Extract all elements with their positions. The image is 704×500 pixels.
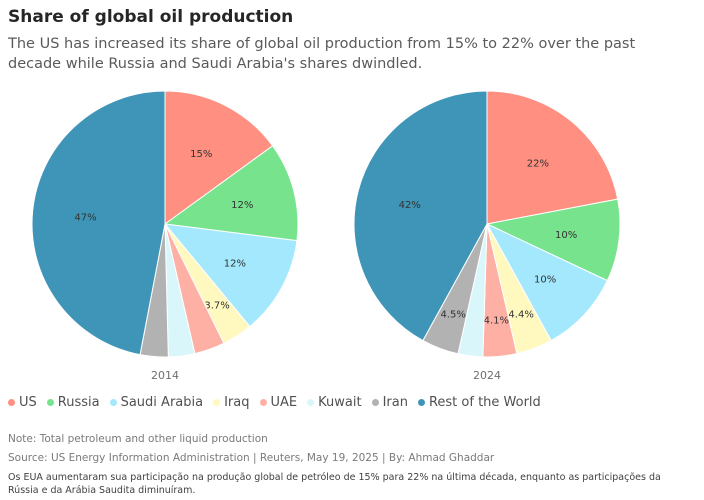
slice-label-2024-uae: 4.1% bbox=[484, 315, 509, 326]
slice-label-2024-russia: 10% bbox=[555, 230, 577, 241]
legend-label: Iran bbox=[382, 395, 408, 410]
legend-label: UAE bbox=[270, 395, 298, 410]
slice-label-2024-us: 22% bbox=[527, 159, 549, 170]
year-label-2024: 2024 bbox=[473, 369, 501, 382]
legend-label: Russia bbox=[57, 395, 100, 410]
slice-label-2024-saudi-arabia: 10% bbox=[534, 275, 556, 286]
pie-slice-2024-saudi-arabia bbox=[485, 222, 609, 342]
legend-item-rest-of-the-world: Rest of the World bbox=[417, 395, 541, 410]
legend-swatch bbox=[8, 399, 15, 406]
legend-item-us: US bbox=[8, 395, 37, 410]
legend-swatch bbox=[417, 399, 425, 406]
legend-label: US bbox=[19, 395, 37, 410]
year-label-2014: 2014 bbox=[151, 369, 179, 382]
legend-label: Kuwait bbox=[318, 395, 362, 410]
footnote: Note: Total petroleum and other liquid p… bbox=[8, 433, 268, 445]
legend-swatch bbox=[109, 399, 117, 406]
pie-slice-2014-russia bbox=[163, 145, 299, 242]
legend-item-uae: UAE bbox=[259, 395, 298, 410]
slice-label-2014-saudi-arabia: 12% bbox=[224, 258, 246, 269]
slice-label-2014-rest-of-the-world: 47% bbox=[74, 212, 96, 223]
legend: US Russia Saudi Arabia Iraq UAE Kuwait Iran Res… bbox=[8, 395, 698, 410]
legend-swatch bbox=[213, 399, 221, 406]
slice-label-2024-iran: 4.5% bbox=[440, 310, 465, 321]
legend-swatch bbox=[46, 399, 54, 406]
chart-subtitle: The US has increased its share of global… bbox=[8, 36, 636, 72]
pie-slice-2014-us bbox=[164, 90, 274, 225]
slice-label-2014-us: 15% bbox=[190, 149, 212, 160]
chart-title: Share of global oil production bbox=[8, 7, 294, 27]
slice-label-2014-iraq: 3.7% bbox=[204, 300, 229, 311]
legend-item-iraq: Iraq bbox=[213, 395, 250, 410]
legend-item-saudi-arabia: Saudi Arabia bbox=[109, 395, 204, 410]
legend-item-iran: Iran bbox=[371, 395, 408, 410]
pie-slice-2024-russia bbox=[485, 198, 621, 282]
legend-label: Rest of the World bbox=[428, 395, 541, 410]
slice-label-2024-iraq: 4.4% bbox=[508, 309, 533, 320]
pie-slice-2014-rest-of-the-world bbox=[31, 90, 166, 356]
translation-caption: Os EUA aumentaram sua participação na pr… bbox=[8, 472, 661, 496]
legend-swatch bbox=[259, 399, 267, 406]
slice-label-2024-rest-of-the-world: 42% bbox=[399, 200, 421, 211]
source-line: Source: US Energy Information Administra… bbox=[8, 452, 495, 464]
legend-swatch bbox=[307, 399, 315, 406]
pie-slice-2014-saudi-arabia bbox=[163, 223, 298, 328]
legend-swatch bbox=[371, 399, 379, 406]
pie-slice-2024-rest-of-the-world bbox=[353, 90, 488, 342]
legend-label: Saudi Arabia bbox=[120, 395, 204, 410]
legend-item-kuwait: Kuwait bbox=[307, 395, 362, 410]
slice-label-2014-russia: 12% bbox=[231, 200, 253, 211]
legend-label: Iraq bbox=[224, 395, 250, 410]
pie-charts: 15% 12% 12% 3.7% 47% 2014 22% 10% 10% 4.4%4.1% 4.5… bbox=[31, 90, 621, 382]
pie-slice-2024-us bbox=[486, 90, 619, 225]
legend-item-russia: Russia bbox=[46, 395, 100, 410]
